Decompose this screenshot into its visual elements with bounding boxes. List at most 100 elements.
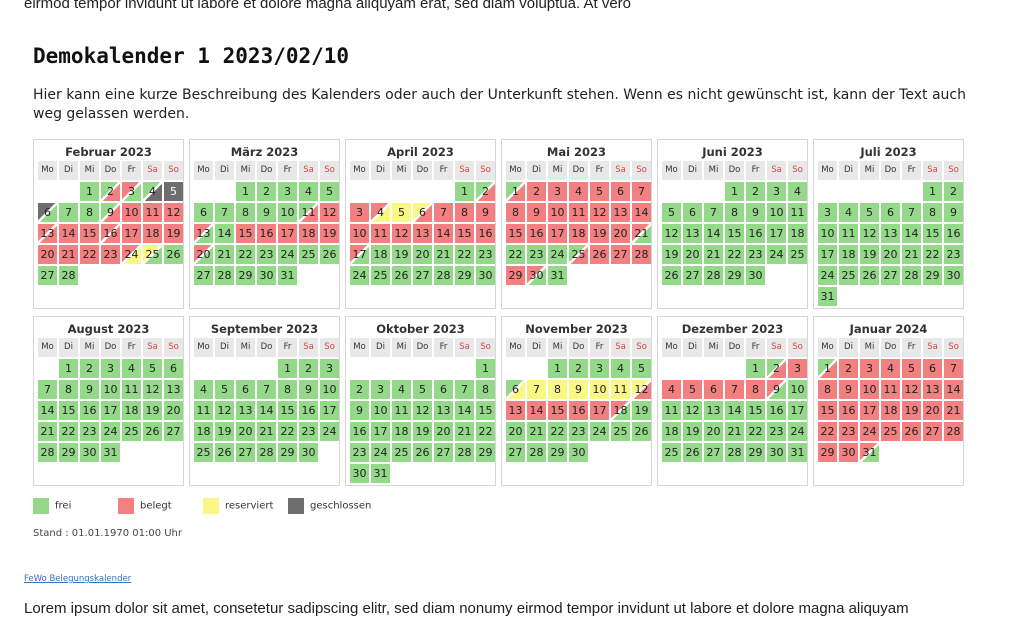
day-cell[interactable]: 28	[725, 443, 744, 462]
day-cell[interactable]: 27	[923, 422, 942, 441]
day-cell[interactable]: 13	[923, 380, 942, 399]
day-cell[interactable]: 8	[746, 380, 765, 399]
day-cell[interactable]: 5	[143, 359, 162, 378]
day-cell[interactable]: 10	[101, 380, 120, 399]
day-cell[interactable]: 14	[434, 224, 453, 243]
day-cell[interactable]: 11	[299, 203, 318, 222]
day-cell[interactable]: 26	[590, 245, 609, 264]
day-cell[interactable]: 10	[590, 380, 609, 399]
day-cell[interactable]: 24	[590, 422, 609, 441]
day-cell[interactable]: 18	[611, 401, 630, 420]
day-cell[interactable]: 7	[38, 380, 57, 399]
day-cell[interactable]: 10	[371, 401, 390, 420]
day-cell[interactable]: 19	[215, 422, 234, 441]
day-cell[interactable]: 8	[548, 380, 567, 399]
day-cell[interactable]: 2	[839, 359, 858, 378]
day-cell[interactable]: 29	[725, 266, 744, 285]
day-cell[interactable]: 6	[881, 203, 900, 222]
day-cell[interactable]: 23	[350, 443, 369, 462]
day-cell[interactable]: 20	[506, 422, 525, 441]
day-cell[interactable]: 14	[455, 401, 474, 420]
day-cell[interactable]: 2	[767, 359, 786, 378]
day-cell[interactable]: 1	[725, 182, 744, 201]
day-cell[interactable]: 25	[569, 245, 588, 264]
day-cell[interactable]: 19	[662, 245, 681, 264]
day-cell[interactable]: 7	[434, 203, 453, 222]
day-cell[interactable]: 20	[434, 422, 453, 441]
day-cell[interactable]: 4	[569, 182, 588, 201]
day-cell[interactable]: 30	[350, 464, 369, 483]
day-cell[interactable]: 28	[944, 422, 963, 441]
day-cell[interactable]: 23	[257, 245, 276, 264]
day-cell[interactable]: 25	[371, 266, 390, 285]
day-cell[interactable]: 5	[320, 182, 339, 201]
day-cell[interactable]: 18	[881, 401, 900, 420]
day-cell[interactable]: 21	[725, 422, 744, 441]
day-cell[interactable]: 28	[632, 245, 651, 264]
day-cell[interactable]: 29	[455, 266, 474, 285]
day-cell[interactable]: 3	[350, 203, 369, 222]
day-cell[interactable]: 7	[704, 203, 723, 222]
day-cell[interactable]: 6	[611, 182, 630, 201]
day-cell[interactable]: 21	[38, 422, 57, 441]
day-cell[interactable]: 14	[725, 401, 744, 420]
day-cell[interactable]: 8	[236, 203, 255, 222]
day-cell[interactable]: 12	[413, 401, 432, 420]
day-cell[interactable]: 1	[455, 182, 474, 201]
day-cell[interactable]: 13	[881, 224, 900, 243]
day-cell[interactable]: 31	[548, 266, 567, 285]
day-cell[interactable]: 9	[767, 380, 786, 399]
day-cell[interactable]: 11	[569, 203, 588, 222]
day-cell[interactable]: 10	[548, 203, 567, 222]
day-cell[interactable]: 4	[611, 359, 630, 378]
day-cell[interactable]: 4	[881, 359, 900, 378]
day-cell[interactable]: 11	[143, 203, 162, 222]
day-cell[interactable]: 12	[392, 224, 411, 243]
day-cell[interactable]: 15	[278, 401, 297, 420]
day-cell[interactable]: 16	[101, 224, 120, 243]
day-cell[interactable]: 9	[569, 380, 588, 399]
day-cell[interactable]: 30	[80, 443, 99, 462]
day-cell[interactable]: 27	[611, 245, 630, 264]
day-cell[interactable]: 25	[392, 443, 411, 462]
day-cell[interactable]: 6	[194, 203, 213, 222]
day-cell[interactable]: 7	[257, 380, 276, 399]
day-cell[interactable]: 12	[164, 203, 183, 222]
day-cell[interactable]: 2	[350, 380, 369, 399]
day-cell[interactable]: 9	[476, 203, 495, 222]
day-cell[interactable]: 16	[944, 224, 963, 243]
day-cell[interactable]: 1	[923, 182, 942, 201]
day-cell[interactable]: 16	[569, 401, 588, 420]
day-cell[interactable]: 7	[902, 203, 921, 222]
day-cell[interactable]: 22	[818, 422, 837, 441]
day-cell[interactable]: 21	[455, 422, 474, 441]
day-cell[interactable]: 28	[59, 266, 78, 285]
day-cell[interactable]: 14	[59, 224, 78, 243]
day-cell[interactable]: 16	[527, 224, 546, 243]
day-cell[interactable]: 6	[38, 203, 57, 222]
day-cell[interactable]: 20	[164, 401, 183, 420]
day-cell[interactable]: 21	[704, 245, 723, 264]
day-cell[interactable]: 5	[632, 359, 651, 378]
day-cell[interactable]: 17	[371, 422, 390, 441]
day-cell[interactable]: 3	[860, 359, 879, 378]
day-cell[interactable]: 6	[506, 380, 525, 399]
day-cell[interactable]: 4	[143, 182, 162, 201]
day-cell[interactable]: 8	[278, 380, 297, 399]
day-cell[interactable]: 2	[80, 359, 99, 378]
day-cell[interactable]: 16	[80, 401, 99, 420]
day-cell[interactable]: 3	[101, 359, 120, 378]
day-cell[interactable]: 26	[632, 422, 651, 441]
day-cell[interactable]: 4	[299, 182, 318, 201]
day-cell[interactable]: 11	[371, 224, 390, 243]
day-cell[interactable]: 22	[725, 245, 744, 264]
day-cell[interactable]: 26	[392, 266, 411, 285]
day-cell[interactable]: 13	[611, 203, 630, 222]
day-cell[interactable]: 2	[257, 182, 276, 201]
day-cell[interactable]: 15	[548, 401, 567, 420]
day-cell[interactable]: 1	[548, 359, 567, 378]
day-cell[interactable]: 21	[434, 245, 453, 264]
day-cell[interactable]: 2	[299, 359, 318, 378]
day-cell[interactable]: 10	[122, 203, 141, 222]
day-cell[interactable]: 18	[143, 224, 162, 243]
